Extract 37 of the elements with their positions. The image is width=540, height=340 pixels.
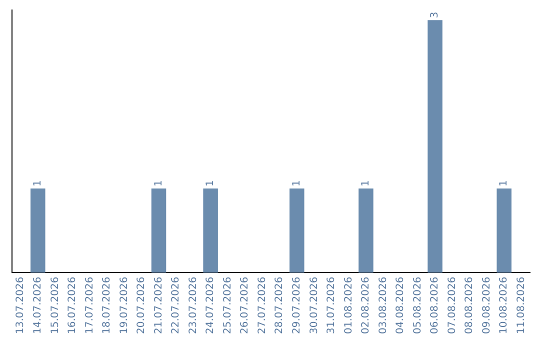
x-tick-label: 28.07.2026 (274, 276, 286, 334)
data-label: 1 (291, 180, 302, 187)
x-tick-label: 25.07.2026 (222, 276, 234, 334)
x-tick-label: 18.07.2026 (102, 276, 113, 334)
x-tick-label: 19.07.2026 (118, 276, 130, 334)
x-tick-label: 07.08.2026 (446, 276, 458, 334)
data-label: 1 (360, 180, 372, 187)
x-tick-label: 13.07.2026 (15, 276, 26, 334)
x-tick-label: 15.07.2026 (50, 276, 61, 334)
x-tick-label: 29.07.2026 (291, 276, 302, 334)
x-tick-label: 04.08.2026 (395, 276, 406, 334)
x-tick-label: 05.08.2026 (412, 276, 424, 334)
x-tick-label: 20.07.2026 (136, 276, 148, 334)
data-label: 1 (153, 180, 164, 187)
x-tick-label: 03.08.2026 (378, 276, 389, 334)
x-tick-label: 17.07.2026 (84, 276, 96, 334)
x-tick-label: 23.07.2026 (188, 276, 199, 334)
x-tick-label: 24.07.2026 (205, 276, 216, 334)
data-label: 1 (205, 180, 216, 187)
data-label: 1 (32, 180, 44, 187)
x-tick-label: 30.07.2026 (308, 276, 320, 334)
x-tick-label: 09.08.2026 (481, 276, 492, 334)
x-tick-label: 01.08.2026 (343, 276, 354, 334)
x-tick-label: 16.07.2026 (67, 276, 78, 334)
x-tick-label: 02.08.2026 (360, 276, 372, 334)
x-tick-label: 27.07.2026 (256, 276, 268, 334)
x-tick-label: 06.08.2026 (430, 276, 441, 334)
x-tick-label: 21.07.2026 (153, 276, 164, 334)
x-tick-label: 14.07.2026 (32, 276, 44, 334)
x-tick-label: 08.08.2026 (464, 276, 476, 334)
x-tick-label: 26.07.2026 (240, 276, 251, 334)
x-tick-label: 31.07.2026 (326, 276, 338, 334)
data-label: 1 (498, 180, 510, 187)
x-tick-label: 10.08.2026 (498, 276, 510, 334)
x-tick-label: 22.07.2026 (170, 276, 182, 334)
x-tick-label: 11.08.2026 (516, 276, 527, 334)
data-label: 3 (430, 12, 441, 18)
